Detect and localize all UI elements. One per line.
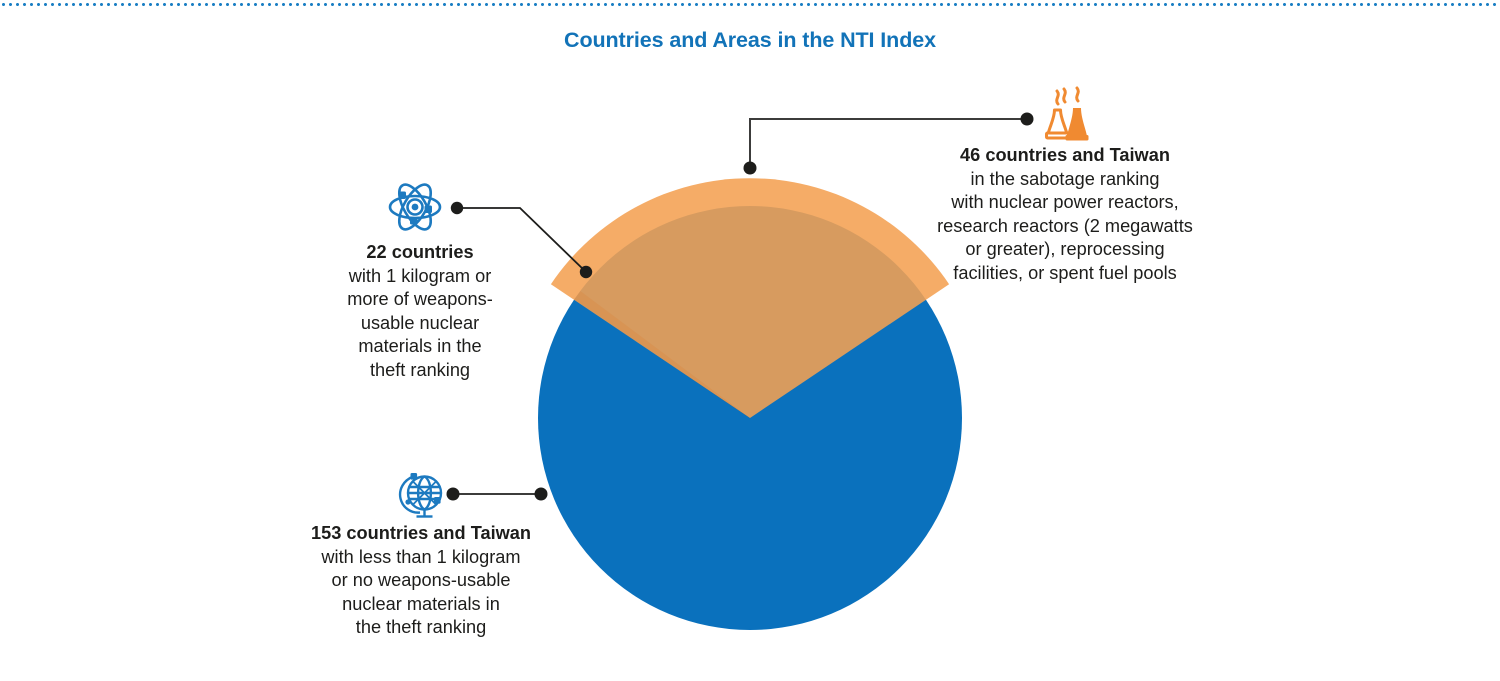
atom-icon	[386, 181, 444, 238]
callout-sabotage-line-4: or greater), reprocessing	[965, 239, 1165, 260]
top-dotted-rule	[0, 3, 1500, 6]
callout-theft-153-line-3: nuclear materials in	[342, 593, 500, 614]
pie-slice-46-countries-sabotage[interactable]	[550, 178, 950, 418]
connector-theft-22	[450, 201, 593, 279]
callout-theft-153-line-2: or no weapons-usable	[331, 570, 511, 591]
callout-theft-22-line-3: usable nuclear	[360, 312, 480, 333]
connector-sabotage	[743, 112, 1034, 175]
callout-theft-153-line-4: the theft ranking	[355, 617, 487, 638]
callout-sabotage-line-3: research reactors (2 megawatts	[937, 215, 1193, 236]
connector-dot-inner	[579, 265, 593, 279]
connector-dot-outer	[450, 201, 464, 215]
callout-sabotage-line-1: in the sabotage ranking	[970, 168, 1160, 189]
callout-sabotage-lead: 46 countries and Taiwan	[960, 145, 1170, 165]
nuclear-cooling-tower-icon	[1038, 86, 1100, 153]
callout-theft-22-line-1: with 1 kilogram or	[348, 265, 492, 286]
callout-theft-22-line-4: materials in the	[358, 336, 482, 357]
callout-theft-153-line-1: with less than 1 kilogram	[321, 546, 521, 567]
connector-dot-outer	[1020, 112, 1034, 126]
callout-theft-22: 22 countries with 1 kilogram or more of …	[322, 241, 518, 383]
callout-theft-153: 153 countries and Taiwan with less than …	[296, 522, 546, 640]
callout-theft-22-lead: 22 countries	[366, 242, 474, 262]
callout-sabotage: 46 countries and Taiwan in the sabotage …	[920, 144, 1210, 286]
connector-dot-inner	[743, 161, 757, 175]
connector-dot-outer	[446, 487, 460, 501]
connector-theft-153	[446, 487, 548, 501]
callout-sabotage-line-2: with nuclear power reactors,	[951, 192, 1179, 213]
callout-sabotage-line-5: facilities, or spent fuel pools	[953, 262, 1177, 283]
callout-theft-22-line-2: more of weapons-	[347, 289, 493, 310]
page-title: Countries and Areas in the NTI Index	[564, 28, 936, 52]
callout-theft-153-lead: 153 countries and Taiwan	[311, 523, 531, 543]
connector-dot-inner	[534, 487, 548, 501]
globe-icon	[396, 469, 448, 526]
callout-theft-22-line-5: theft ranking	[369, 359, 471, 380]
